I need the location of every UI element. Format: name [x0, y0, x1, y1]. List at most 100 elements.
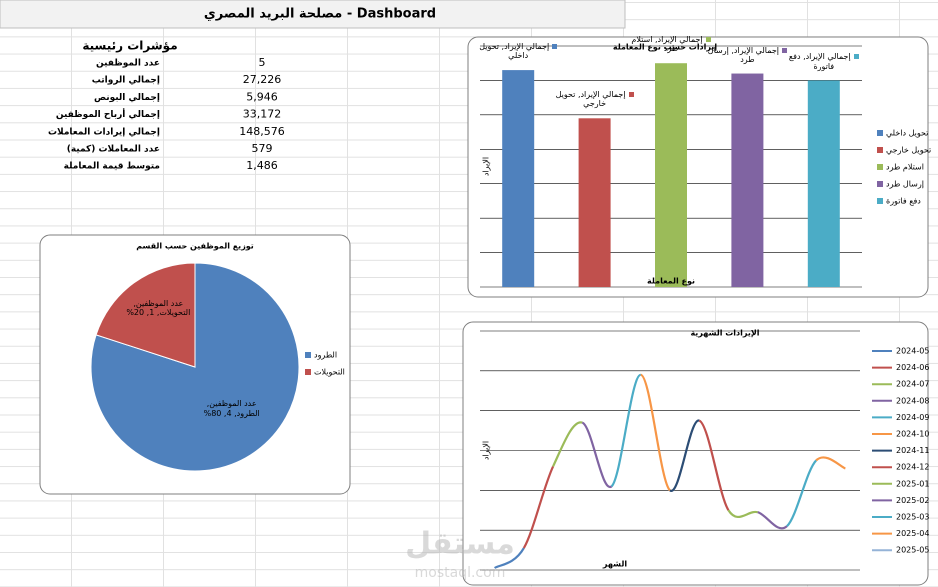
legend-label: 2024-10: [896, 430, 929, 439]
data-label: إجمالي الإيراد, إرسال طرد: [707, 45, 779, 64]
kpi-label: عدد الموظفين: [96, 59, 160, 69]
watermark: mostaql.com: [415, 565, 506, 581]
y-axis-label: الإيراد: [482, 157, 492, 176]
kpi-label: إجمالي إيرادات المعاملات: [48, 127, 160, 137]
line-segment: [727, 509, 758, 518]
chart-title: توزيع الموظفين حسب القسم: [136, 242, 254, 251]
legend-label: 2024-05: [896, 347, 929, 356]
line-segment: [668, 419, 701, 492]
line-segment: [757, 511, 788, 530]
pie-slice: [90, 262, 300, 472]
label-box: إجمالي الإيراد, استلام طرد: [626, 35, 716, 53]
legend-label: دفع فاتورة: [886, 197, 921, 206]
y-axis-label: الإيراد: [482, 441, 492, 460]
x-axis-label: الشهر: [602, 560, 627, 569]
legend-label: تحويل داخلي: [886, 129, 928, 138]
legend-label: تحويل خارجي: [886, 146, 931, 155]
line-segment: [786, 459, 818, 528]
legend-swatch: [877, 147, 883, 153]
bar: [502, 70, 535, 287]
legend-label: 2025-03: [896, 513, 929, 522]
label-wrap: إجمالي الإيراد, تحويل خارجي: [550, 90, 640, 108]
bar: [731, 73, 764, 288]
bar: [578, 118, 611, 287]
line-segment: [493, 547, 525, 569]
bar: [807, 80, 840, 287]
legend-swatch: [877, 130, 883, 136]
label-box: عدد الموظفين, الطرود, 4, 80%: [194, 399, 270, 417]
label-swatch: [853, 54, 859, 60]
label-box: عدد الموظفين, التحويلات, 1, 20%: [120, 299, 196, 317]
legend-label: 2024-06: [896, 363, 929, 372]
data-label: عدد الموظفين, الطرود, 4, 80%: [203, 399, 260, 418]
label-wrap: إجمالي الإيراد, تحويل داخلي: [473, 42, 563, 60]
data-label: عدد الموظفين, التحويلات, 1, 20%: [126, 298, 191, 317]
label-wrap: إجمالي الإيراد, دفع فاتورة: [779, 52, 869, 71]
line-segment: [610, 373, 642, 488]
line-segment: [552, 421, 583, 467]
legend-label: 2024-11: [896, 446, 929, 455]
kpi-label: عدد المعاملات (كمية): [67, 145, 160, 155]
kpi-label: متوسط قيمة المعاملة: [64, 162, 160, 172]
chart-title: إيرادات حسب نوع المعاملة: [613, 43, 718, 52]
label-swatch: [628, 92, 634, 98]
kpi-value: 148,576: [239, 125, 285, 138]
legend-swatch: [305, 352, 311, 358]
line-segment: [639, 373, 671, 492]
kpi-value: 1,486: [246, 159, 278, 172]
legend-label: إرسال طرد: [886, 180, 924, 190]
title-bar: [0, 0, 626, 29]
line-segment: [522, 465, 555, 549]
data-label: إجمالي الإيراد, تحويل خارجي: [555, 90, 626, 109]
label-box: إجمالي الإيراد, إرسال طرد: [702, 46, 792, 64]
label-box: إجمالي الإيراد, تحويل خارجي: [550, 90, 640, 108]
kpi-label: إجمالي البونص: [94, 93, 160, 103]
kpi-label: إجمالي أرباح الموظفين: [56, 108, 160, 120]
legend-swatch: [877, 164, 883, 170]
x-axis-label: نوع المعاملة: [647, 277, 695, 286]
legend-label: 2025-05: [896, 546, 929, 555]
pie-slice: [95, 262, 196, 368]
kpi-value: 27,226: [243, 73, 282, 86]
legend-label: 2025-04: [896, 529, 929, 538]
data-label: إجمالي الإيراد, استلام طرد: [631, 35, 703, 54]
legend-label: التحويلات: [314, 368, 345, 377]
legend-label: استلام طرد: [886, 163, 924, 172]
kpi-value: 5,946: [246, 90, 278, 103]
kpi-value: 5: [259, 56, 266, 69]
kpi-value: 33,172: [243, 108, 282, 121]
kpi-label: إجمالي الرواتب: [92, 76, 160, 86]
legend-label: 2024-08: [896, 396, 929, 405]
label-wrap: عدد الموظفين, التحويلات, 1, 20%: [120, 299, 196, 317]
line-segment: [698, 419, 730, 511]
data-label: إجمالي الإيراد, دفع فاتورة: [788, 52, 851, 71]
chart-title: الإيرادات الشهرية: [690, 329, 759, 338]
data-label: إجمالي الإيراد, تحويل داخلي: [479, 42, 550, 61]
legend-label: 2025-02: [896, 496, 929, 505]
line-segment: [581, 421, 613, 488]
watermark: مستقل: [405, 527, 515, 562]
label-wrap: عدد الموظفين, الطرود, 4, 80%: [194, 399, 270, 417]
label-swatch: [705, 37, 711, 43]
legend-swatch: [305, 369, 311, 375]
label-wrap: إجمالي الإيراد, استلام طرد: [626, 35, 716, 53]
legend-swatch: [877, 198, 883, 204]
line-segment: [815, 456, 846, 470]
legend-label: 2024-09: [896, 413, 929, 422]
label-swatch: [552, 44, 558, 50]
label-box: إجمالي الإيراد, تحويل داخلي: [473, 42, 563, 60]
legend-swatch: [877, 181, 883, 187]
legend-label: 2025-01: [896, 479, 929, 488]
page-title: مصلحة البريد المصري - Dashboard: [204, 7, 436, 22]
label-box: إجمالي الإيراد, دفع فاتورة: [779, 52, 869, 71]
legend-label: 2024-07: [896, 380, 929, 389]
kpi-title: مؤشرات رئيسية: [82, 39, 177, 54]
legend-label: الطرود: [314, 351, 337, 360]
label-swatch: [782, 47, 787, 53]
bar: [655, 63, 687, 287]
legend-label: 2024-12: [896, 463, 929, 472]
kpi-value: 579: [252, 142, 273, 155]
label-wrap: إجمالي الإيراد, إرسال طرد: [702, 46, 792, 64]
